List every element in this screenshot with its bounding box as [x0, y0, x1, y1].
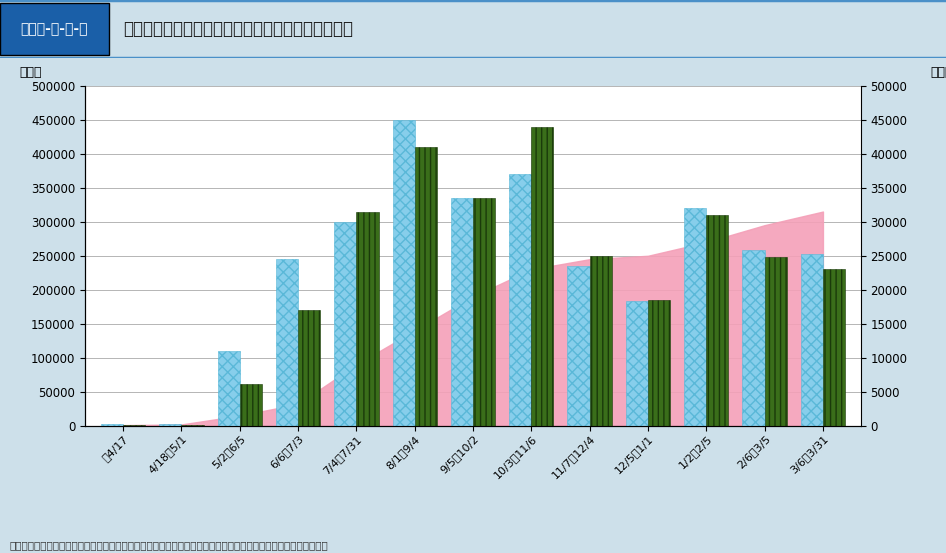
Bar [239, 384, 262, 426]
Bar [182, 425, 203, 426]
Bar [532, 127, 553, 426]
Bar [800, 254, 823, 426]
Bar [626, 301, 648, 426]
Text: 雇用調整助成金支給件数及び累計支給決定額の推移: 雇用調整助成金支給件数及び累計支給決定額の推移 [123, 20, 353, 38]
Bar [123, 425, 146, 426]
Bar [707, 215, 728, 426]
Bar [101, 425, 123, 426]
Bar [764, 257, 787, 426]
FancyBboxPatch shape [0, 3, 109, 55]
Text: （億円）: （億円） [931, 66, 946, 79]
Bar [589, 256, 612, 426]
Bar [357, 212, 378, 426]
Text: 資料：厚生労働省ホームページ公表データより厚生労働省政策統括官付政策立案・評価担当参事官室において作成: 資料：厚生労働省ホームページ公表データより厚生労働省政策統括官付政策立案・評価担… [9, 540, 328, 550]
Bar [743, 251, 764, 426]
Bar [414, 147, 437, 426]
Bar [451, 198, 473, 426]
Bar [473, 198, 495, 426]
Bar [276, 259, 298, 426]
Bar [509, 174, 532, 426]
Text: 図表１-２-１-５: 図表１-２-１-５ [20, 22, 88, 36]
Bar [823, 269, 845, 426]
Bar [568, 266, 589, 426]
Bar [159, 424, 182, 426]
Bar [334, 222, 357, 426]
Bar [648, 300, 670, 426]
Bar [298, 310, 320, 426]
Text: （件）: （件） [19, 66, 42, 79]
Bar [684, 208, 707, 426]
Bar [393, 120, 414, 426]
Bar [218, 351, 239, 426]
